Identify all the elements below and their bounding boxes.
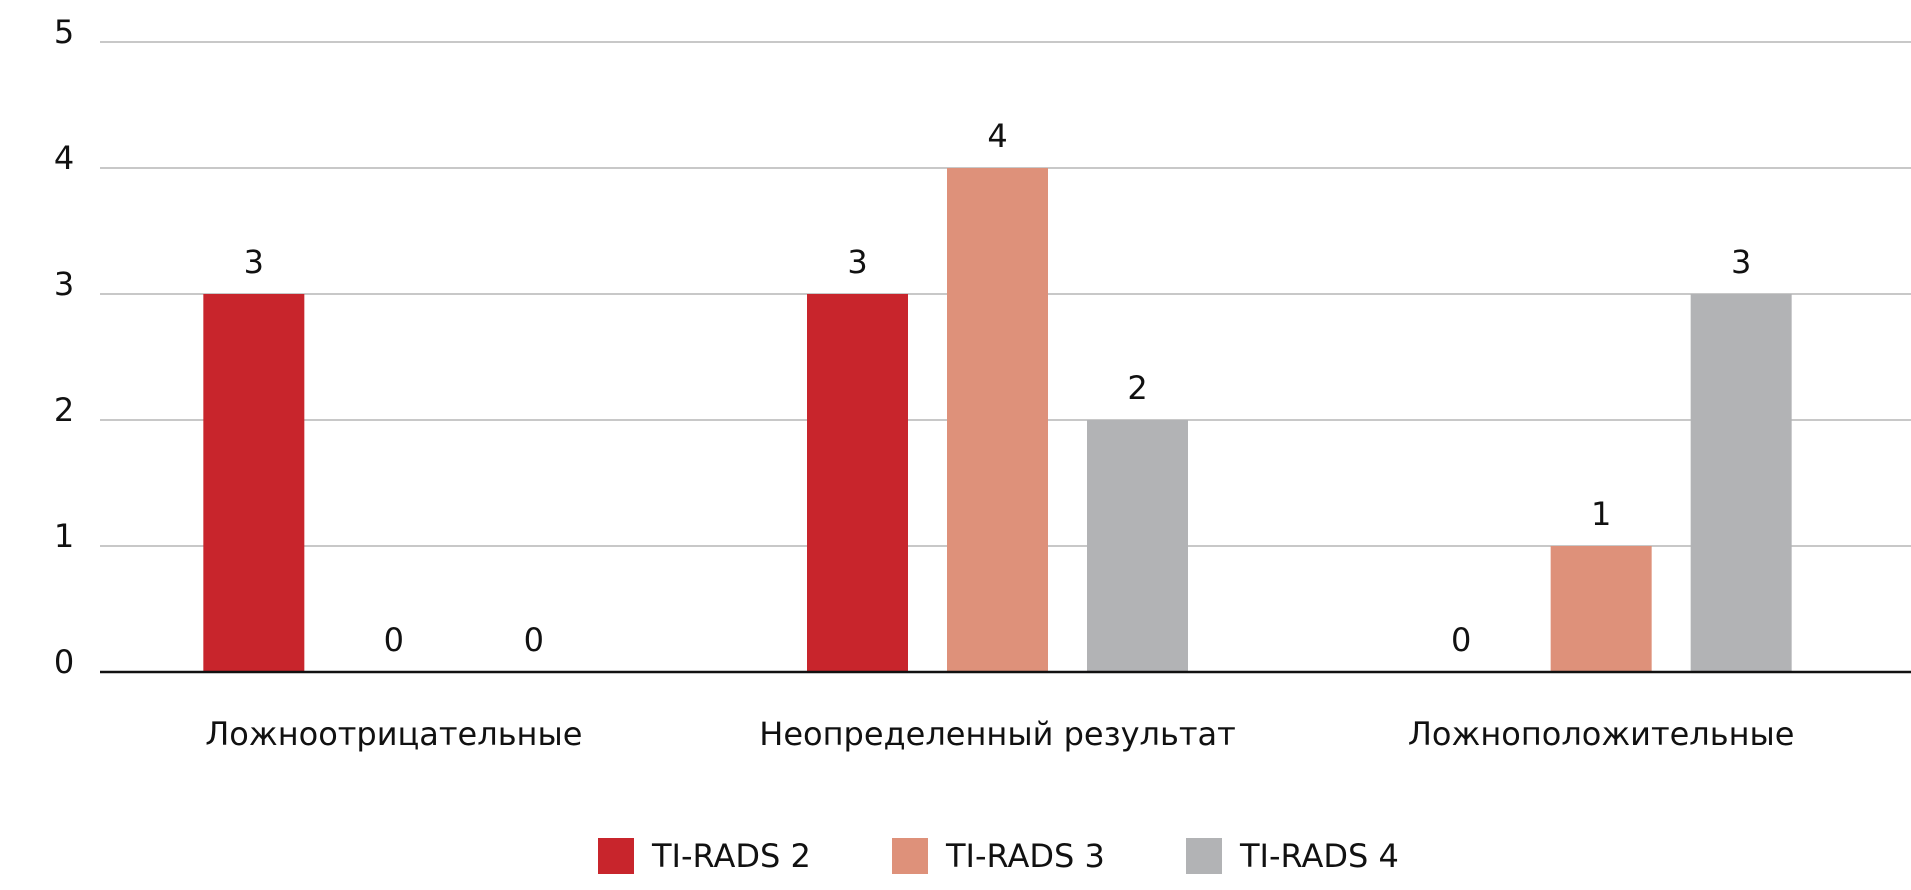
- y-tick-label: 5: [54, 13, 74, 51]
- legend-label: TI-RADS 4: [1239, 837, 1399, 875]
- y-tick-label: 2: [54, 391, 74, 429]
- y-tick-label: 3: [54, 265, 74, 303]
- value-label: 0: [524, 621, 544, 659]
- legend-swatch: [1186, 838, 1222, 874]
- value-label: 2: [1127, 369, 1147, 407]
- value-label: 3: [847, 243, 867, 281]
- y-tick-label: 1: [54, 517, 74, 555]
- x-tick-label: Неопределенный результат: [759, 715, 1235, 753]
- y-tick-label: 0: [54, 643, 74, 681]
- legend-label: TI-RADS 3: [945, 837, 1105, 875]
- y-tick-label: 4: [54, 139, 74, 177]
- bar: [1550, 546, 1652, 672]
- x-tick-label: Ложноположительные: [1408, 715, 1795, 753]
- value-label: 4: [987, 117, 1007, 155]
- bar: [1087, 420, 1188, 672]
- bar: [1690, 294, 1792, 672]
- value-label: 3: [1731, 243, 1751, 281]
- value-label: 1: [1591, 495, 1611, 533]
- value-label: 3: [244, 243, 264, 281]
- x-tick-label: Ложноотрицательные: [205, 715, 582, 753]
- bar: [947, 168, 1048, 672]
- value-label: 0: [384, 621, 404, 659]
- legend-swatch: [892, 838, 928, 874]
- bar: [807, 294, 908, 672]
- legend-label: TI-RADS 2: [651, 837, 811, 875]
- bar: [203, 294, 305, 672]
- value-label: 0: [1451, 621, 1471, 659]
- legend-swatch: [598, 838, 634, 874]
